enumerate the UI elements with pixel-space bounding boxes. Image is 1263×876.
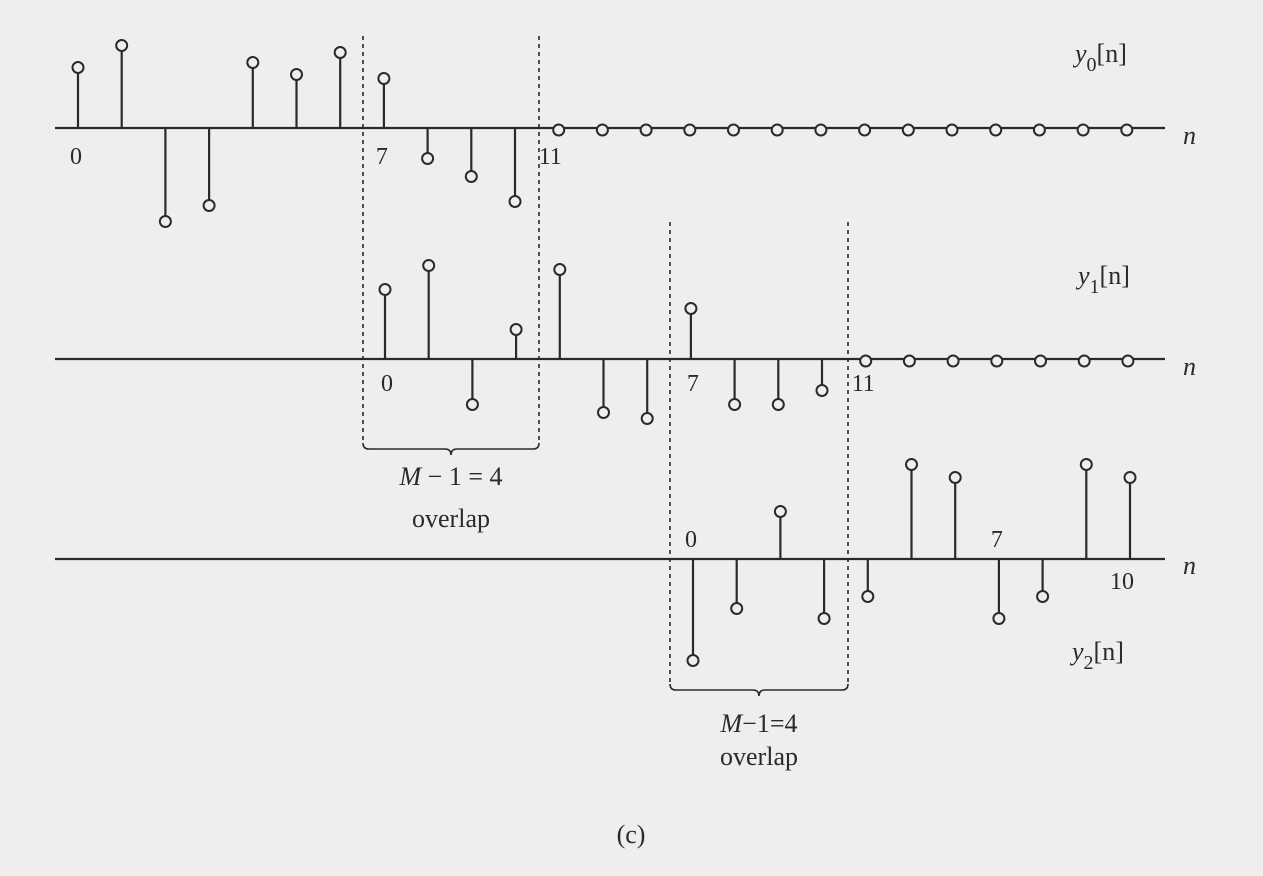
overlap-2-word: overlap [720, 742, 798, 771]
zero-sample-head-y0 [1076, 123, 1090, 137]
sample-head-y1 [597, 406, 610, 419]
sample-head-y1 [422, 259, 436, 272]
zero-sample-head-y0 [858, 123, 872, 137]
signal-label-y0: y0[n] [1072, 39, 1127, 76]
sample-head-y2 [1036, 590, 1050, 603]
sample-head-y0 [290, 68, 303, 81]
signal-label-y2: y2[n] [1069, 637, 1124, 674]
sample-head-y2 [905, 458, 918, 471]
sample-head-y1 [728, 398, 742, 411]
figure-caption: (c) [617, 820, 646, 849]
zero-sample-head-y0 [552, 123, 566, 137]
tick-label-y2: 0 [685, 527, 697, 553]
tick-label-y0: 11 [539, 144, 562, 170]
overlap-1-label: M − 1 = 4 [399, 462, 503, 491]
sample-head-y2 [773, 505, 787, 518]
sample-head-y0 [508, 195, 522, 208]
zero-sample-head-y0 [727, 123, 740, 137]
zero-sample-head-y1 [859, 354, 873, 368]
zero-sample-head-y0 [901, 123, 915, 137]
overlap-brace [669, 683, 849, 697]
zero-sample-head-y0 [595, 123, 609, 137]
zero-sample-head-y0 [989, 123, 1003, 137]
tick-label-y1: 11 [852, 371, 875, 397]
tick-label-y1: 7 [687, 371, 699, 397]
sample-head-y0 [377, 72, 391, 85]
signal-label-y1: y1[n] [1075, 261, 1130, 298]
axis-variable-label: n [1183, 352, 1196, 381]
sample-head-y2 [1079, 458, 1093, 471]
axis-variable-label: n [1183, 551, 1196, 580]
tick-label-y0: 0 [70, 144, 82, 170]
zero-sample-head-y1 [990, 354, 1004, 368]
sample-head-y1 [465, 398, 479, 411]
overlap-2-label: M−1=4 [720, 709, 798, 738]
zero-sample-head-y1 [946, 354, 960, 368]
overlap-regions [362, 36, 849, 697]
sample-head-y2 [861, 590, 875, 603]
zero-sample-head-y0 [1032, 123, 1046, 137]
sample-head-y0 [115, 39, 129, 52]
sample-head-y1 [640, 412, 654, 425]
sample-head-y0 [464, 170, 478, 183]
axes-layer [55, 126, 1165, 561]
overlap-brace [362, 442, 540, 456]
zero-sample-head-y1 [1077, 354, 1091, 368]
zero-sample-head-y1 [1121, 354, 1135, 368]
sample-head-y2 [1123, 471, 1137, 484]
zero-sample-head-y1 [902, 354, 916, 368]
sample-head-y2 [817, 612, 831, 625]
sample-head-y0 [333, 46, 347, 59]
sample-head-y1 [815, 384, 829, 397]
zero-sample-head-y0 [945, 123, 959, 137]
text-layer: n y0[n] 0 7 11 n y1[n] 0 7 11 n y2[n] 0 7 10 M − 1 = 4 o… [70, 39, 1196, 771]
overlap-1-word: overlap [412, 504, 490, 533]
zero-sample-head-y0 [1120, 123, 1134, 137]
sample-head-y2 [730, 602, 744, 615]
sample-head-y1 [771, 398, 785, 411]
tick-label-y2: 10 [1110, 569, 1134, 595]
zero-sample-head-y0 [683, 123, 697, 137]
sample-head-y1 [684, 302, 698, 315]
sample-head-y2 [992, 612, 1006, 625]
tick-label-y0: 7 [376, 144, 388, 170]
sample-head-y2 [948, 471, 962, 484]
tick-label-y1: 0 [381, 371, 393, 397]
sample-head-y0 [246, 56, 260, 69]
sample-head-y2 [686, 654, 700, 667]
zero-sample-head-y0 [770, 123, 784, 137]
axis-variable-label: n [1183, 121, 1196, 150]
sample-head-y0 [202, 199, 216, 212]
sample-head-y1 [553, 263, 567, 276]
zero-sample-head-y0 [639, 123, 653, 137]
sample-head-y0 [71, 61, 85, 74]
sample-head-y0 [158, 215, 172, 228]
sample-head-y1 [378, 283, 392, 296]
sample-head-y1 [509, 323, 523, 336]
tick-label-y2: 7 [991, 527, 1003, 553]
sample-head-y0 [421, 152, 435, 165]
zero-sample-head-y0 [814, 123, 828, 137]
zero-sample-head-y1 [1034, 354, 1047, 368]
stem-samples [71, 39, 1137, 667]
